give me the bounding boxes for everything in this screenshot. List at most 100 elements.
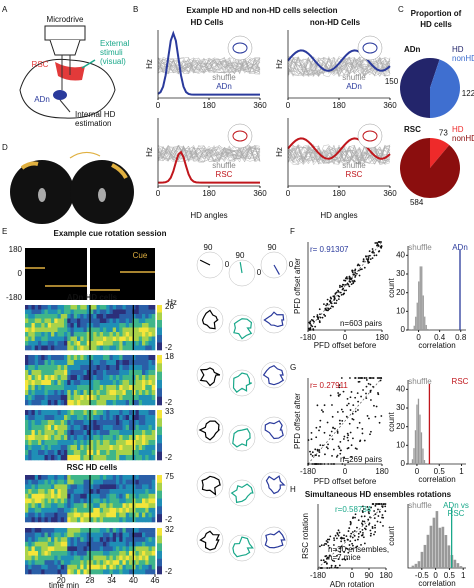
heat-cell xyxy=(132,305,136,310)
heat-cell xyxy=(125,517,130,523)
dot xyxy=(368,250,371,253)
heat-cell xyxy=(151,517,156,523)
heat-cell xyxy=(28,435,32,441)
internal-label: estimation xyxy=(75,119,111,128)
heat-cell xyxy=(41,375,45,381)
polar-axis xyxy=(196,251,224,279)
heat-cell xyxy=(77,375,81,381)
heat-cell xyxy=(103,493,107,499)
heat-cell xyxy=(64,365,68,371)
heat-cell xyxy=(41,314,45,319)
heat-cell xyxy=(142,309,146,315)
heat-cell xyxy=(51,332,55,337)
dot xyxy=(362,508,365,510)
heat-cell xyxy=(99,400,104,406)
heat-cell xyxy=(112,370,117,376)
heat-cell xyxy=(86,327,91,333)
x-tick-label: 180 xyxy=(202,189,216,198)
heat-cell xyxy=(57,355,62,361)
heat-cell xyxy=(51,564,55,570)
polar-axis xyxy=(260,526,288,554)
heat-cell xyxy=(51,385,55,391)
heat-cell xyxy=(142,385,146,391)
heat-cell xyxy=(86,475,91,480)
colorbar xyxy=(157,426,162,436)
heat-cell xyxy=(25,532,29,538)
stimulus-arrow xyxy=(81,59,96,69)
heat-cell xyxy=(122,455,127,461)
heat-cell xyxy=(93,323,97,328)
heat-cell xyxy=(80,493,84,499)
heat-cell xyxy=(132,479,136,485)
heat-cell xyxy=(109,445,114,451)
heat-cell xyxy=(142,415,146,421)
heat-cell xyxy=(28,332,32,337)
heat-cell xyxy=(138,479,143,485)
dot xyxy=(365,255,368,258)
heat-cell xyxy=(44,541,49,547)
heat-cell xyxy=(28,445,32,451)
heat-cell xyxy=(122,327,127,333)
heat-cell xyxy=(93,365,97,371)
hist-bar xyxy=(413,325,415,330)
heat-cell xyxy=(109,345,114,351)
heat-cell xyxy=(83,341,88,346)
heat-cell xyxy=(116,445,120,451)
dot xyxy=(321,316,324,319)
dot xyxy=(370,377,373,379)
heat-cell xyxy=(112,385,117,391)
heat-cell xyxy=(145,537,149,543)
heat-cell xyxy=(28,507,32,513)
heat-cell xyxy=(125,410,130,416)
microdrive-box xyxy=(44,25,86,41)
heat-cell xyxy=(57,318,62,324)
dot xyxy=(349,535,352,538)
x-tick-label: 360 xyxy=(383,101,397,110)
heat-cell xyxy=(44,410,49,416)
heat-cell xyxy=(109,425,114,431)
heat-cell xyxy=(44,327,49,333)
dot xyxy=(337,445,340,448)
heat-cell xyxy=(109,541,114,547)
dot xyxy=(351,271,354,274)
dot xyxy=(351,412,354,415)
heat-cell xyxy=(83,489,88,495)
heat-cell xyxy=(54,569,58,575)
heat-cell xyxy=(125,365,130,371)
legend: shuffle xyxy=(212,73,236,82)
heat-cell xyxy=(38,507,42,513)
dot xyxy=(377,250,380,253)
dot xyxy=(319,426,321,428)
heat-cell xyxy=(54,425,58,431)
heat-cell xyxy=(103,507,107,513)
heat-cell xyxy=(122,528,127,533)
heat-cell xyxy=(132,546,136,552)
heat-cell xyxy=(132,560,136,566)
heat-cell xyxy=(138,517,143,523)
dot xyxy=(327,544,330,547)
heat-cell xyxy=(90,314,94,319)
heat-cell xyxy=(60,555,65,561)
heat-cell xyxy=(106,370,110,376)
heat-cell xyxy=(119,484,123,490)
heat-cell xyxy=(57,327,62,333)
dot xyxy=(360,515,363,518)
heat-cell xyxy=(47,555,52,561)
polar-inset xyxy=(357,35,383,61)
heat-cell xyxy=(51,314,55,319)
heat-cell xyxy=(116,498,120,504)
heat-cell xyxy=(90,385,94,391)
heat-cell xyxy=(106,332,110,337)
dot xyxy=(370,399,372,401)
x-label: PFD offset before xyxy=(314,341,377,350)
heat-cell xyxy=(119,395,123,401)
heat-cell xyxy=(38,493,42,499)
colorbar-tick: 75 xyxy=(165,472,174,481)
heat-cell xyxy=(106,493,110,499)
heat-cell xyxy=(73,323,78,328)
heat-cell xyxy=(142,489,146,495)
heat-cell xyxy=(47,503,52,509)
heat-cell xyxy=(31,430,36,436)
heat-cell xyxy=(25,314,29,319)
heat-cell xyxy=(151,400,156,406)
